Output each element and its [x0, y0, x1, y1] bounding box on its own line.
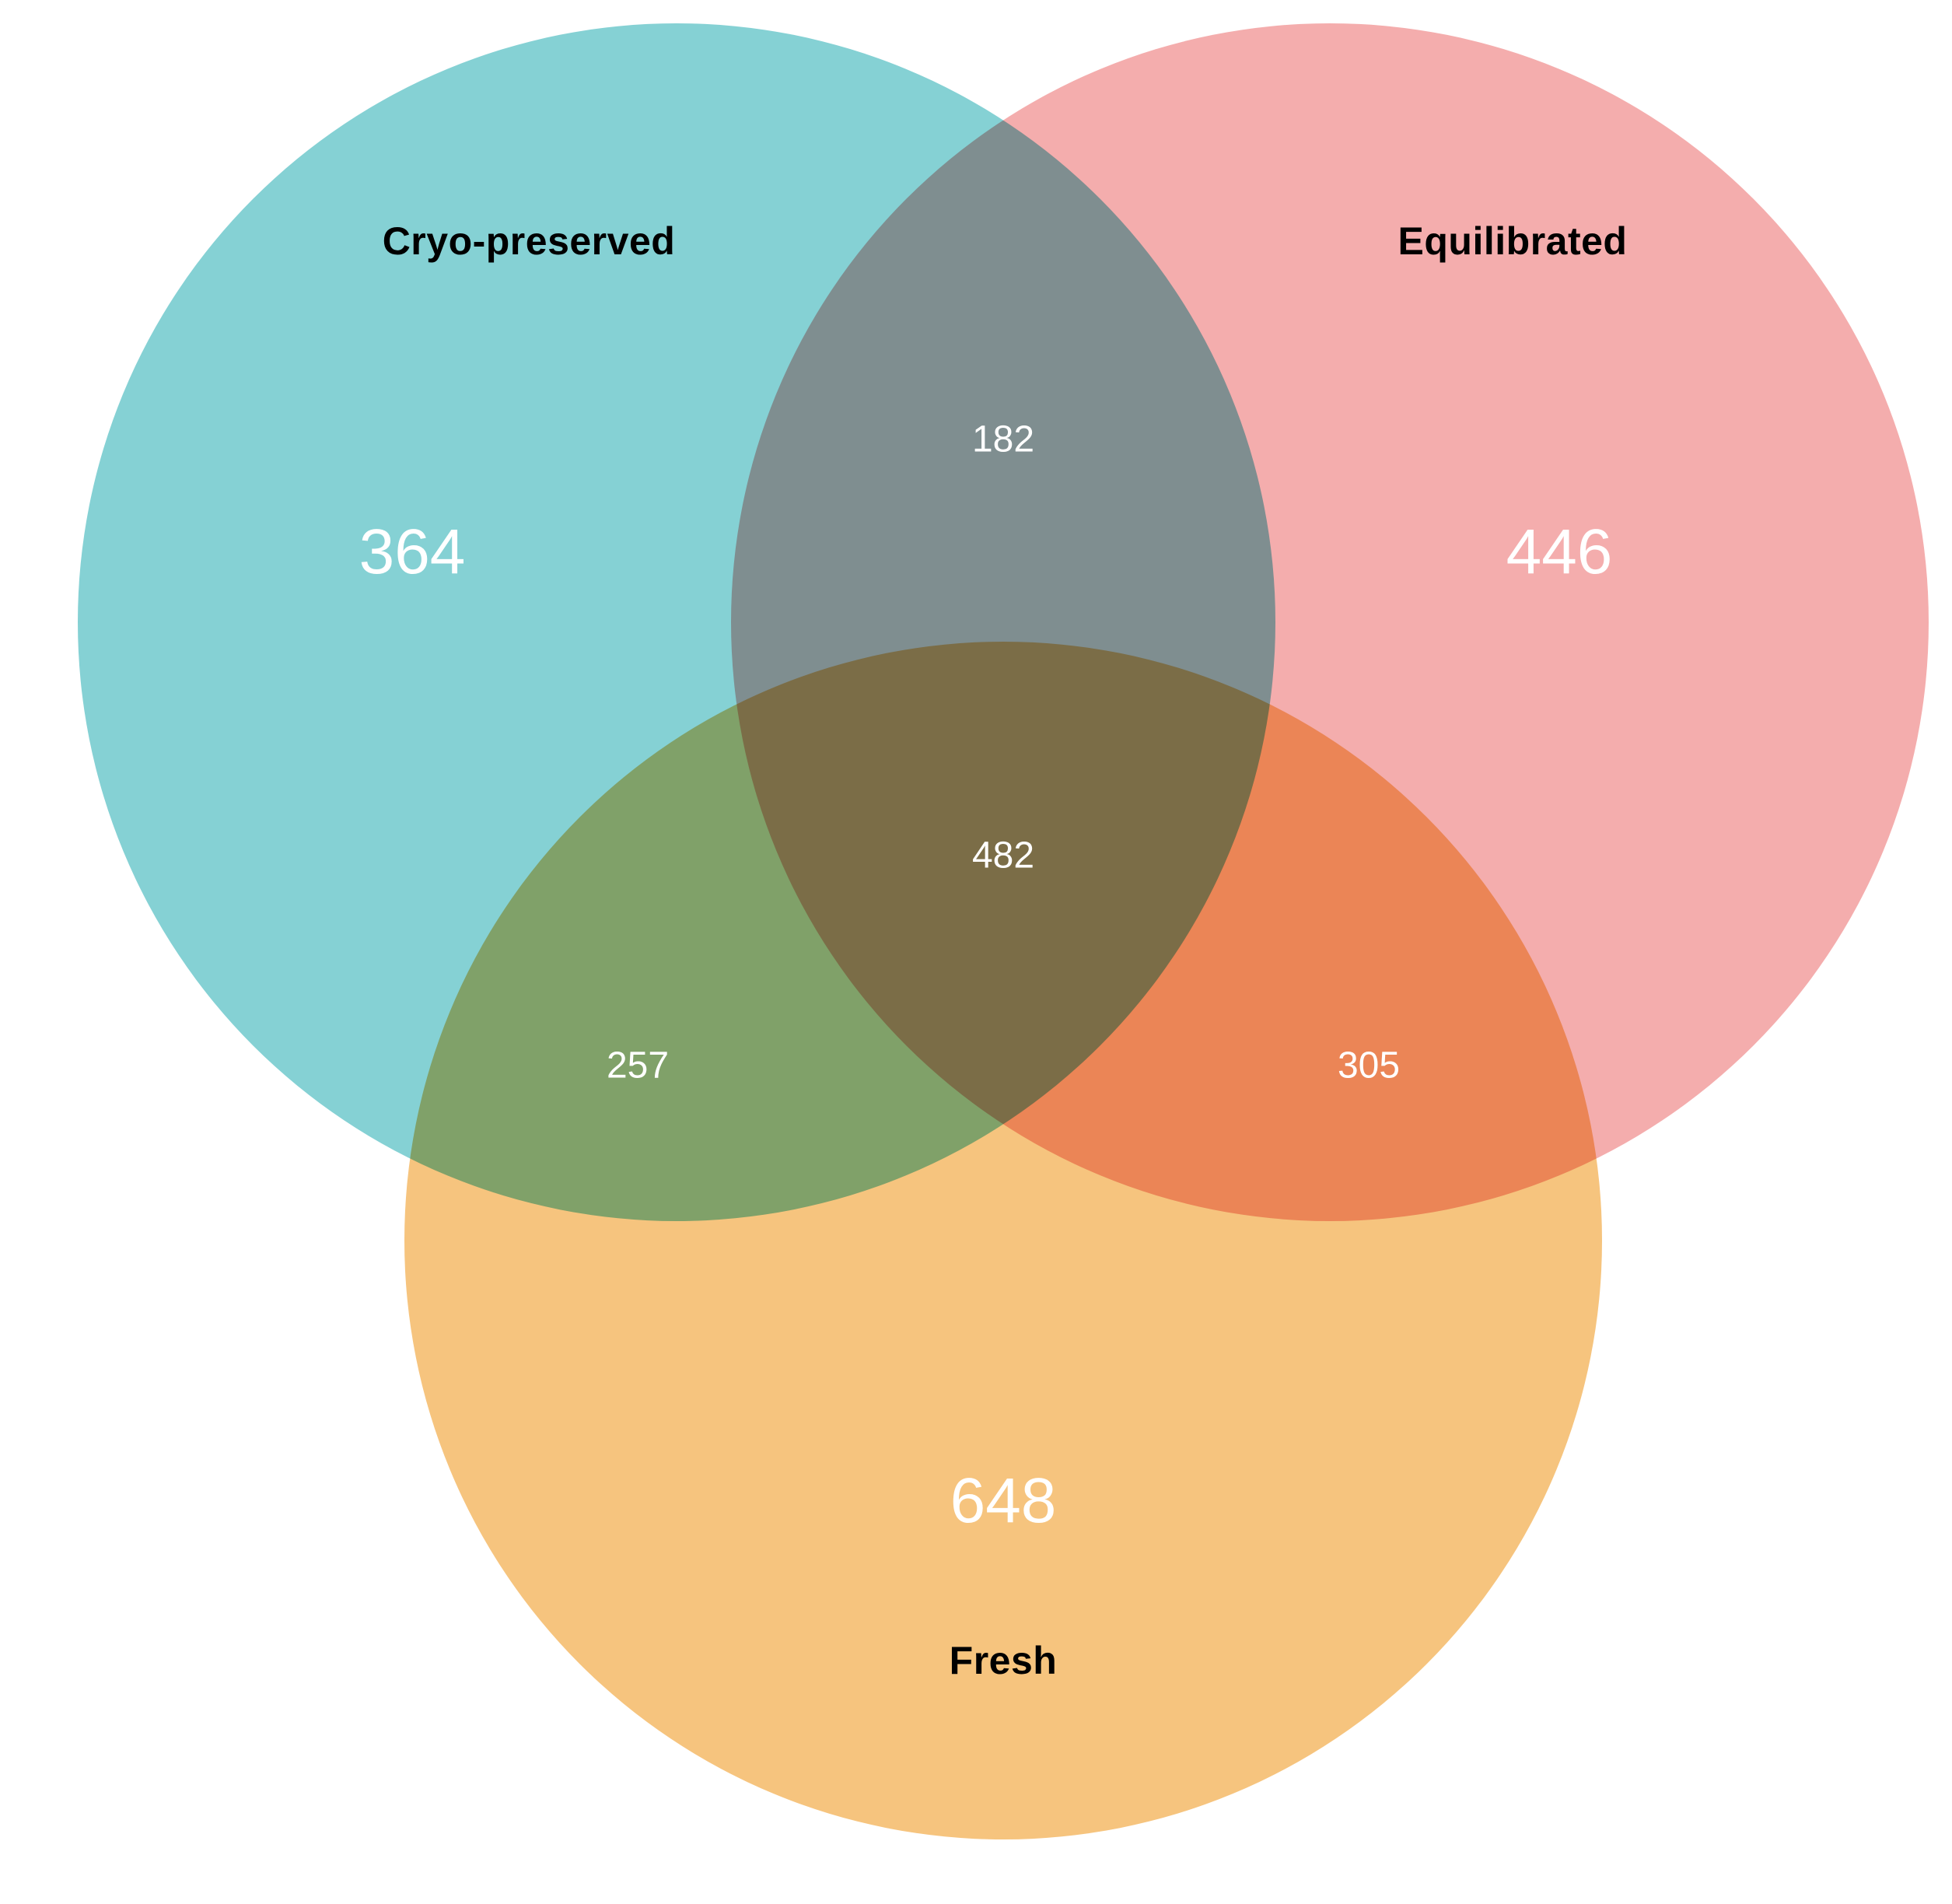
set-label-equilibrated: Equilibrated — [1398, 219, 1628, 264]
venn-diagram: Cryo-preserved Equilibrated Fresh 364 44… — [0, 0, 1952, 1904]
count-equilibrated-fresh: 305 — [1338, 1045, 1400, 1087]
count-equilibrated-only: 446 — [1506, 516, 1613, 589]
count-all-three: 482 — [972, 835, 1034, 877]
count-cryo-preserved-only: 364 — [359, 516, 466, 589]
count-cryo-fresh: 257 — [607, 1045, 669, 1087]
count-cryo-equilibrated: 182 — [972, 418, 1034, 461]
set-label-fresh: Fresh — [950, 1638, 1058, 1683]
set-label-cryo-preserved: Cryo-preserved — [383, 219, 676, 264]
count-fresh-only: 648 — [950, 1465, 1057, 1538]
